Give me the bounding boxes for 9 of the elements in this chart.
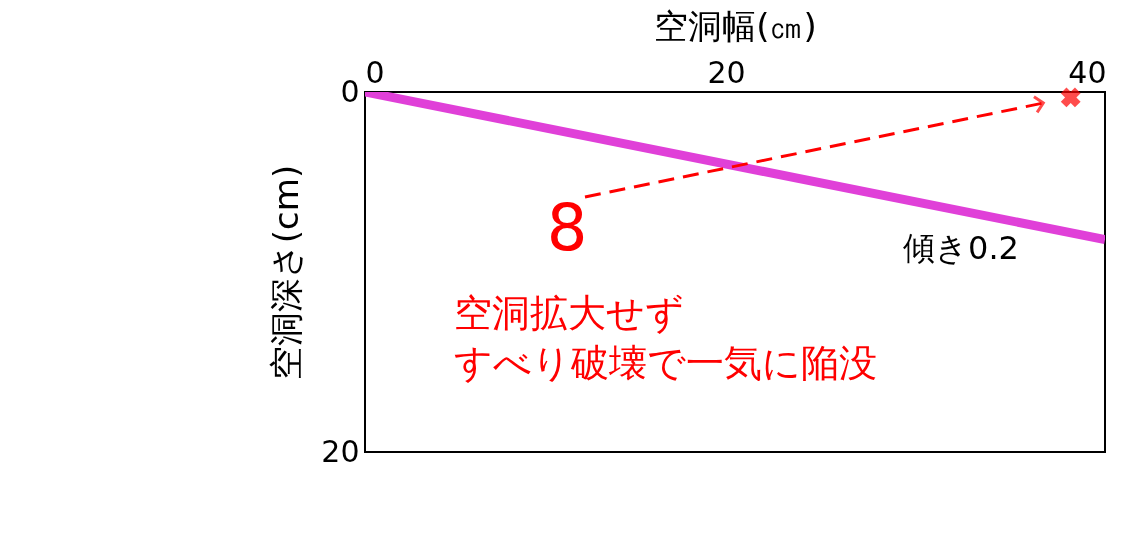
annotation: すべり破壊で一気に陥没 [454,341,877,385]
x-axis-title: 空洞幅(㎝) [654,5,817,46]
x-tick-label: 40 [1068,54,1107,90]
x-tick-label: 0 [365,54,385,90]
annotation: 傾き0.2 [903,229,1019,267]
y-axis-title: 空洞深さ(cm) [266,164,307,381]
annotation: 空洞拡大せず [454,291,684,335]
annotation: 8 [546,191,588,265]
x-tick-label: 20 [707,54,746,90]
